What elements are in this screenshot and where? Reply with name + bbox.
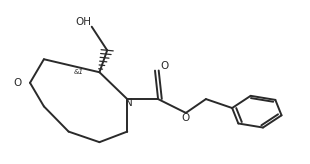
Text: &1: &1 bbox=[74, 69, 84, 75]
Text: O: O bbox=[14, 78, 22, 88]
Text: N: N bbox=[125, 98, 133, 108]
Text: O: O bbox=[181, 113, 189, 123]
Text: O: O bbox=[160, 61, 168, 71]
Text: OH: OH bbox=[75, 17, 91, 27]
